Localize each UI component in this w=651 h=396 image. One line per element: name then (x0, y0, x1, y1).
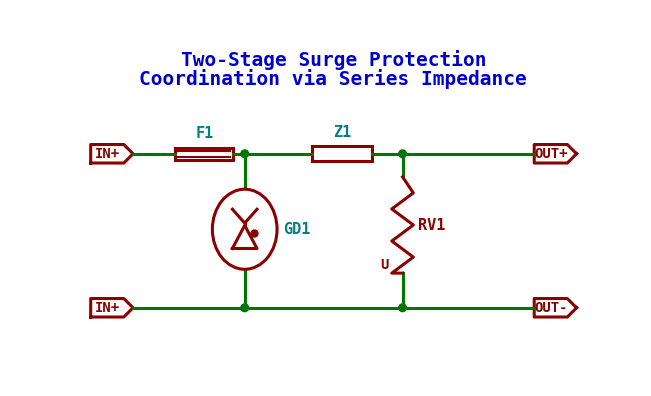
Circle shape (241, 150, 249, 158)
Ellipse shape (212, 189, 277, 269)
Text: IN+: IN+ (94, 301, 120, 315)
Text: Two-Stage Surge Protection: Two-Stage Surge Protection (180, 50, 486, 70)
Circle shape (241, 304, 249, 312)
Text: Z1: Z1 (333, 125, 352, 140)
Text: Coordination via Series Impedance: Coordination via Series Impedance (139, 69, 527, 89)
Text: U: U (380, 259, 389, 272)
Text: IN+: IN+ (94, 147, 120, 161)
Text: OUT-: OUT- (534, 301, 568, 315)
Text: RV1: RV1 (418, 217, 445, 232)
Bar (312, 146, 372, 162)
Text: F1: F1 (195, 126, 214, 141)
Circle shape (398, 150, 406, 158)
Circle shape (398, 304, 406, 312)
Text: OUT+: OUT+ (534, 147, 568, 161)
Bar (175, 148, 233, 160)
Text: GD1: GD1 (283, 222, 311, 237)
